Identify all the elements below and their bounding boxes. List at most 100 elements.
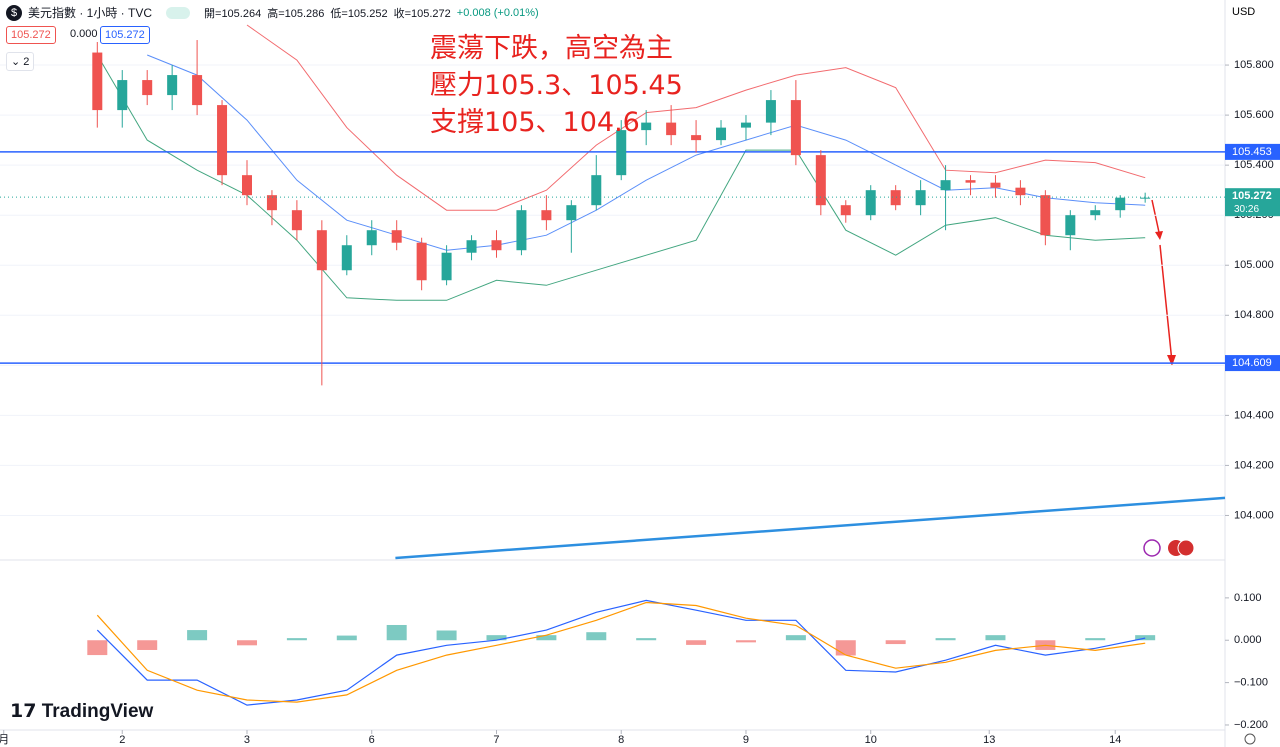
candle-body (915, 190, 926, 206)
candle-body (541, 210, 552, 221)
flag-icon[interactable] (1177, 539, 1195, 557)
macd-histogram (137, 640, 158, 650)
y-tick-label: 0.100 (1234, 592, 1262, 604)
price-tag-label: 105.453 (1232, 146, 1272, 158)
macd-histogram (87, 640, 108, 656)
macd-histogram (336, 635, 357, 641)
forecast-arrow (1151, 199, 1173, 363)
macd-histogram (1085, 638, 1106, 641)
trendline (395, 496, 1226, 560)
candle-body (1140, 197, 1151, 199)
candle-body (940, 180, 951, 191)
candle-body (716, 127, 727, 141)
macd-histogram (187, 630, 208, 641)
y-tick-label: −0.200 (1234, 719, 1268, 731)
candle-body (341, 245, 352, 271)
x-tick-label: 9 (743, 734, 749, 746)
candle-body (890, 190, 901, 206)
x-tick-label: 8 (618, 734, 624, 746)
y-tick-label: 105.600 (1234, 109, 1274, 121)
candle-body (491, 240, 502, 251)
buy-badge[interactable]: 105.272 (100, 26, 150, 44)
macd-line (96, 601, 1146, 703)
spread: 0.000 (66, 26, 102, 42)
macd-histogram (486, 635, 507, 641)
event-icon[interactable] (1143, 539, 1161, 557)
y-tick-label: 104.800 (1234, 309, 1274, 321)
annotation-line: 震蕩下跌，高空為主 (430, 33, 673, 64)
annotation: 震蕩下跌，高空為主 壓力105.3、105.45 支撐105、104.6 (430, 30, 683, 141)
x-tick-label: 13 (983, 734, 995, 746)
y-tick-label: −0.100 (1234, 677, 1268, 689)
y-tick-label: 104.200 (1234, 459, 1274, 471)
candle-body (466, 240, 477, 253)
candle-body (840, 205, 851, 216)
sell-badge[interactable]: 105.272 (6, 26, 56, 44)
macd-histogram (436, 630, 457, 641)
candle-body (192, 75, 203, 106)
x-tick-label: 3 (244, 734, 250, 746)
symbol[interactable]: 美元指數 · 1小時 · TVC (28, 6, 153, 20)
ohlc-high: 高=105.286 (267, 7, 325, 20)
macd-histogram (386, 624, 407, 641)
settings-icon[interactable] (1244, 733, 1256, 745)
y-tick-label: 105.800 (1234, 59, 1274, 71)
candle-body (591, 175, 602, 206)
brand: 𝟭𝟳 TradingView (10, 701, 154, 722)
candle-body (616, 130, 627, 176)
candle-body (566, 205, 577, 221)
candle-body (117, 80, 128, 111)
candle-body (1040, 195, 1051, 236)
candle-body (990, 182, 1001, 188)
macd-histogram (785, 635, 806, 641)
x-tick-label: 14 (1109, 734, 1121, 746)
candle-body (291, 210, 302, 231)
countdown: 30:26 (1234, 204, 1259, 215)
candle-body (815, 155, 826, 206)
price-tag (1225, 355, 1280, 372)
y-tick-label: 105.400 (1234, 159, 1274, 171)
ohlc-low: 低=105.252 (330, 7, 388, 20)
symbol-logo: $ (6, 4, 22, 21)
candle-body (217, 105, 228, 176)
price-tag-label: 104.609 (1232, 357, 1272, 369)
candle-body (1015, 187, 1026, 196)
macd-histogram (236, 640, 257, 646)
candle-body (1115, 197, 1126, 211)
annotation-line: 壓力105.3、105.45 (430, 70, 683, 101)
candle-body (765, 100, 776, 123)
macd-histogram (586, 632, 607, 641)
brand-name: TradingView (41, 701, 154, 722)
macd-histogram (735, 640, 756, 643)
indicator-count: 2 (23, 56, 30, 68)
legend-row: $ 美元指數 · 1小時 · TVC 開=105.264 高=105.286 低… (6, 4, 539, 21)
candle-body (416, 242, 427, 281)
macd-histogram (286, 638, 307, 641)
candle-body (965, 180, 976, 183)
y-tick-label: 104.400 (1234, 409, 1274, 421)
x-tick-label: 6 (369, 734, 375, 746)
candle-body (266, 195, 277, 211)
ohlc-open: 開=105.264 (204, 7, 262, 20)
y-tick-label: 0.000 (1234, 634, 1262, 646)
candle-body (790, 100, 801, 156)
candle-body (366, 230, 377, 246)
bollinger-band (147, 54, 1146, 251)
macd-histogram (1135, 635, 1156, 641)
macd-histogram (686, 640, 707, 645)
last-price-tag (1225, 188, 1280, 217)
macd-line (96, 599, 1146, 706)
x-tick-label: 月 (0, 734, 9, 746)
candle-body (641, 122, 652, 131)
status-pill[interactable] (166, 6, 191, 19)
candle-body (391, 230, 402, 243)
bollinger-band (246, 24, 1146, 211)
candle-body (666, 122, 677, 136)
currency[interactable]: USD (1232, 6, 1256, 18)
indicator-toggle[interactable]: ⌄ 2 (6, 52, 35, 71)
y-tick-label: 104.000 (1234, 509, 1274, 521)
candle-body (1090, 210, 1101, 216)
change: +0.008 (+0.01%) (456, 6, 539, 19)
